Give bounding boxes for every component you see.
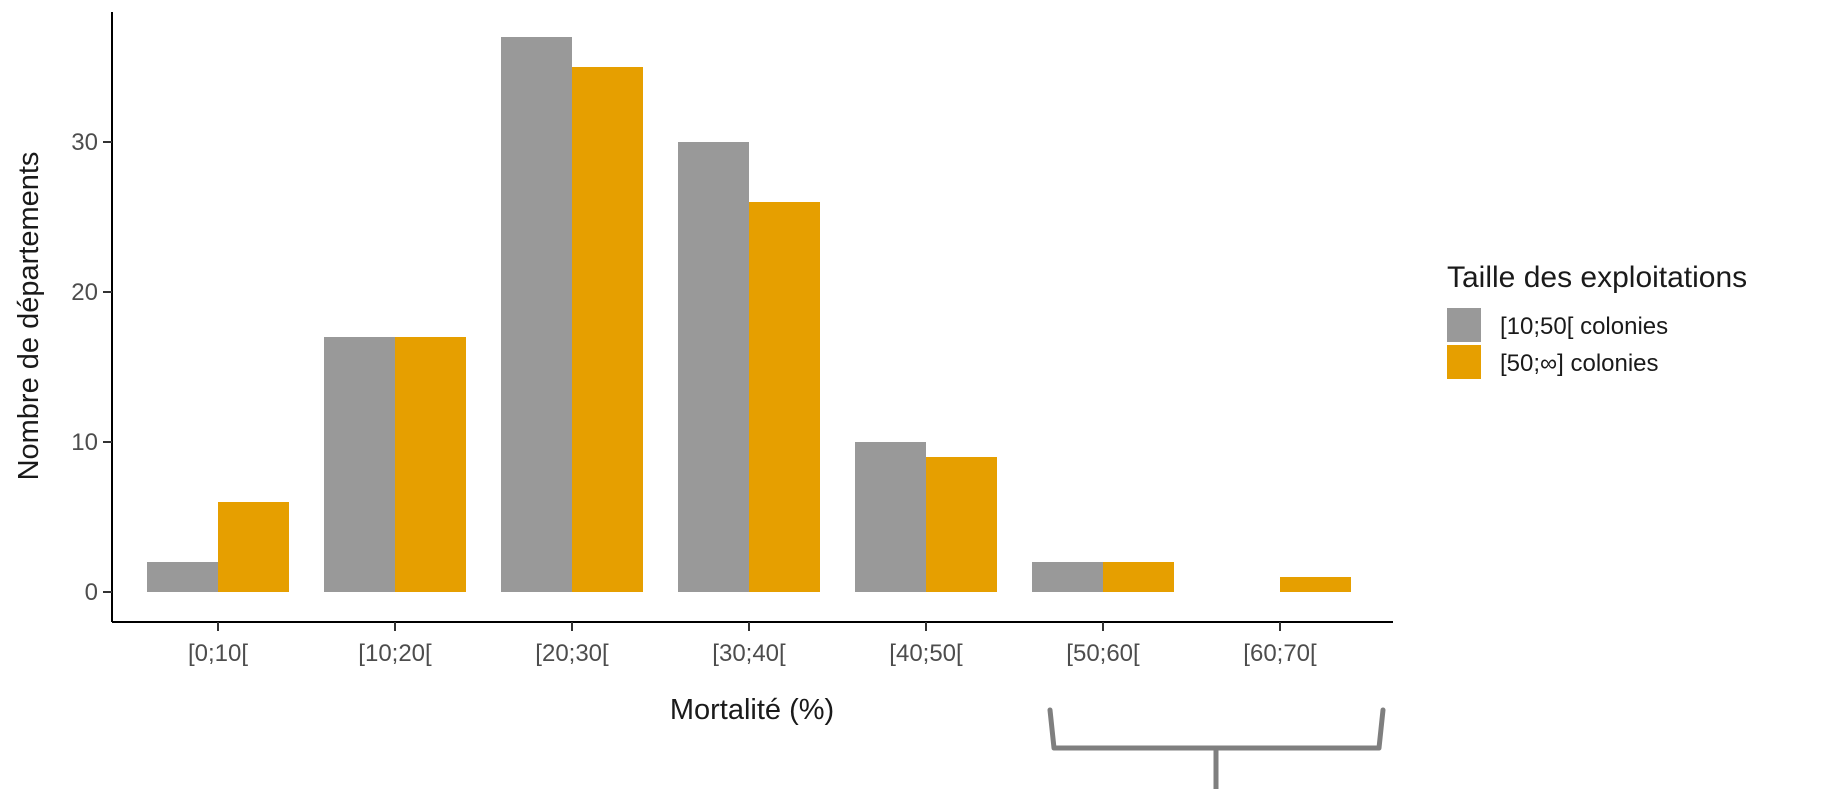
bar-large-2: [572, 67, 643, 592]
bar-small-5: [1032, 562, 1103, 592]
y-tick-label-20: 20: [71, 279, 98, 306]
axes-layer: [111, 12, 1393, 623]
x-tick-label-0: [0;10[: [188, 640, 248, 667]
legend-title: Taille des exploitations: [1447, 261, 1747, 294]
legend-swatch-series-0: [1447, 308, 1481, 342]
legend-label-series-1: [50;∞] colonies: [1500, 350, 1659, 377]
y-tick-label-30: 30: [71, 129, 98, 156]
bar-large-3: [749, 202, 820, 592]
bar-large-1: [395, 337, 466, 592]
bars-layer: [147, 37, 1351, 592]
y-tick-label-0: 0: [85, 579, 98, 606]
x-tick-label-6: [60;70[: [1243, 640, 1317, 667]
bar-small-0: [147, 562, 218, 592]
bar-small-2: [501, 37, 572, 592]
x-tick-label-1: [10;20[: [358, 640, 432, 667]
bar-small-3: [678, 142, 749, 592]
y-ticks: 0 10 20 30: [71, 129, 112, 606]
bar-small-1: [324, 337, 395, 592]
brace-icon: [1047, 707, 1386, 789]
y-axis-title: Nombre de départements: [13, 152, 45, 481]
x-tick-label-4: [40;50[: [889, 640, 963, 667]
bar-large-6: [1280, 577, 1351, 592]
x-tick-label-5: [50;60[: [1066, 640, 1140, 667]
y-tick-label-10: 10: [71, 429, 98, 456]
x-tick-label-2: [20;30[: [535, 640, 609, 667]
legend-label-series-0: [10;50[ colonies: [1500, 313, 1668, 340]
x-ticks: [0;10[ [10;20[ [20;30[ [30;40[ [40;50[ [50;60…: [188, 622, 1317, 667]
bar-large-4: [926, 457, 997, 592]
legend-swatch-series-1: [1447, 345, 1481, 379]
legend: Taille des exploitations [10;50[ colonie…: [1447, 261, 1747, 379]
x-axis-title: Mortalité (%): [670, 694, 834, 726]
x-tick-label-3: [30;40[: [712, 640, 786, 667]
bar-large-5: [1103, 562, 1174, 592]
bar-large-0: [218, 502, 289, 592]
bar-small-4: [855, 442, 926, 592]
